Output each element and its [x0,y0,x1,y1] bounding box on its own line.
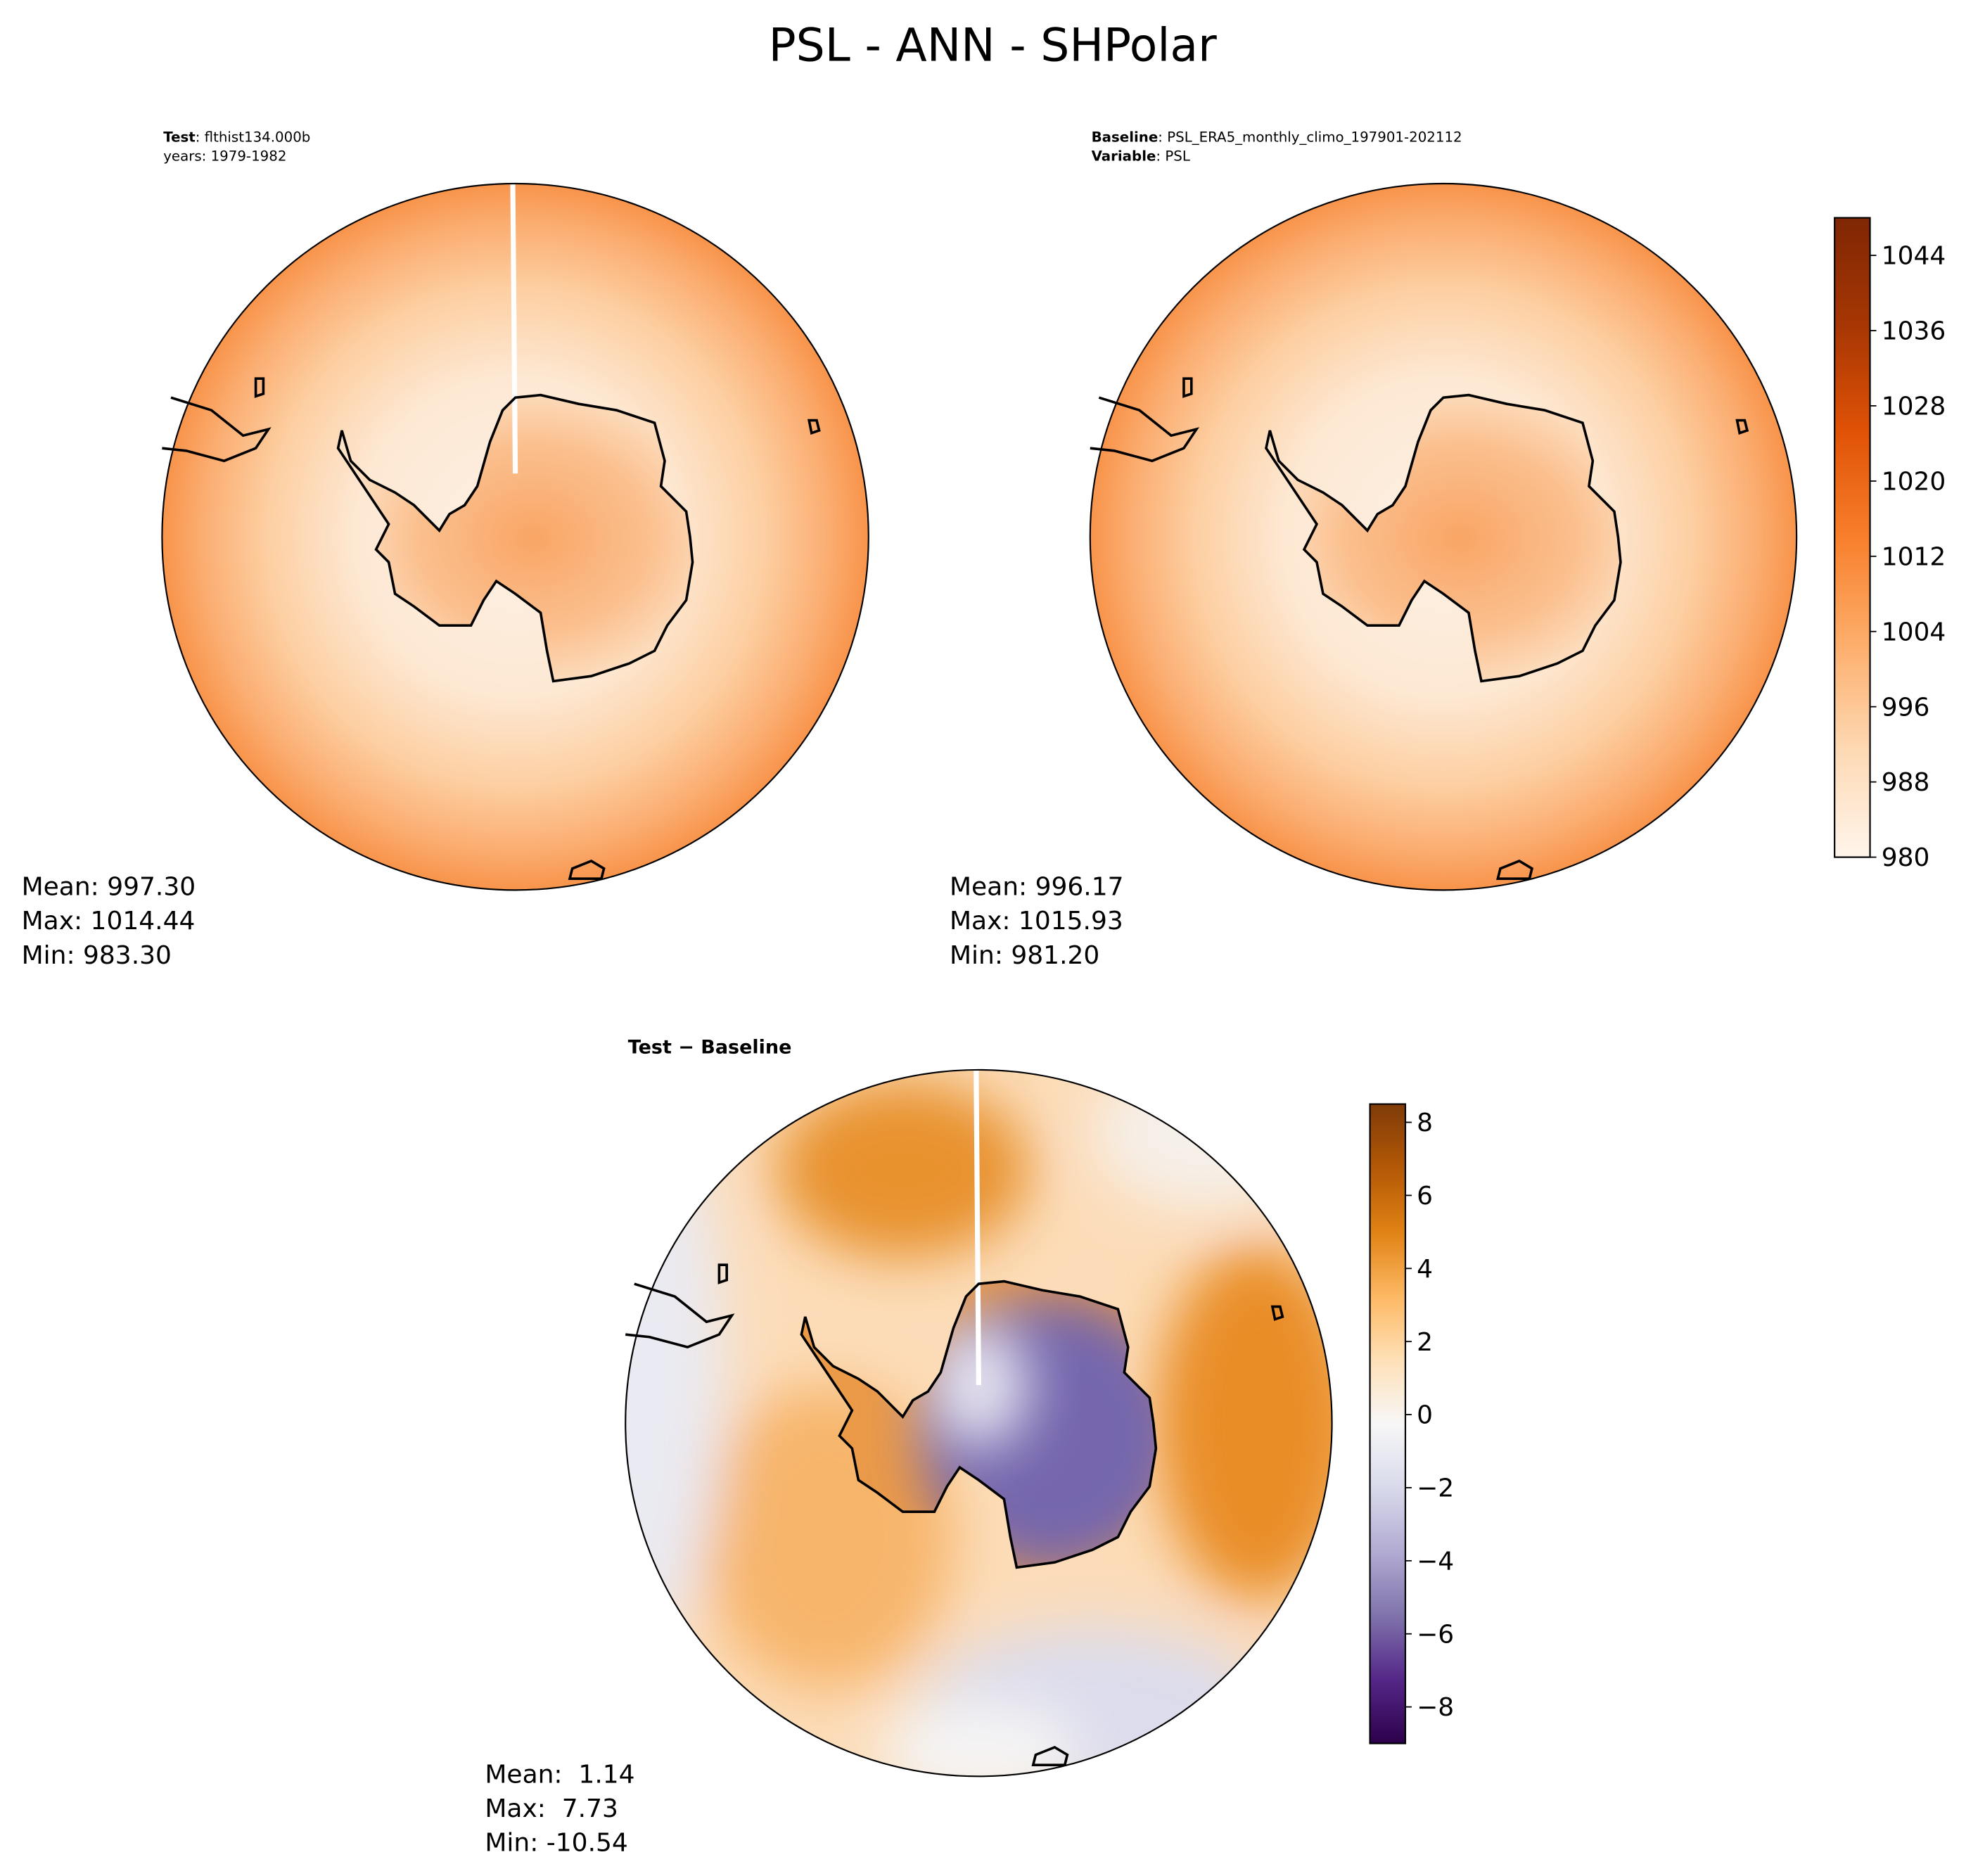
header-key: Test − Baseline [628,1037,792,1059]
colorbar-tick-label: 4 [1417,1255,1433,1284]
colorbar-tick-label: 6 [1417,1182,1433,1211]
colorbar-tick-label: −6 [1417,1620,1454,1649]
colorbar-tick-label: −2 [1417,1474,1454,1503]
stat-line: Max: 1015.93 [950,907,1123,936]
header-text: : flthist134.000b [196,129,311,146]
stat-line: Mean: 1.14 [485,1760,634,1789]
map-panel [160,182,869,891]
header-text: years: 1979-1982 [163,148,286,165]
seam [974,1069,981,1386]
colorbar-tick-label: 1044 [1882,242,1946,271]
colorbar-tick-label: 1020 [1882,467,1946,496]
colorbar-tick-label: −4 [1417,1547,1454,1576]
colorbar-tick-label: 1028 [1882,393,1946,421]
colorbar [1834,217,1871,858]
stat-line: Min: -10.54 [485,1829,627,1858]
seam [510,183,518,474]
colorbar-tick-label: 0 [1417,1401,1433,1430]
figure-title: PSL - ANN - SHPolar [769,19,1218,72]
stat-line: Min: 983.30 [22,941,172,970]
stat-line: Mean: 996.17 [950,873,1124,902]
colorbar-tick-label: 1004 [1882,618,1946,646]
header-text: : PSL_ERA5_monthly_climo_197901-202112 [1158,129,1462,146]
map-panel [624,1068,1333,1778]
panel-header: years: 1979-1982 [163,148,286,165]
colorbar-tick-label: 1012 [1882,542,1946,571]
panel-header: Baseline: PSL_ERA5_monthly_climo_197901-… [1092,129,1462,146]
colorbar-tick-label: 980 [1882,843,1930,872]
panel-header: Variable: PSL [1092,148,1190,165]
stat-line: Max: 1014.44 [22,907,196,936]
panel-header: Test − Baseline [628,1037,792,1059]
header-key: Test [163,129,196,146]
colorbar-tick-label: 988 [1882,768,1930,797]
header-key: Baseline [1092,129,1159,146]
colorbar-tick-label: 1036 [1882,317,1946,346]
map-border [161,182,869,891]
colorbar-tick-label: 2 [1417,1328,1433,1357]
map-panel [1088,182,1798,891]
map-border [1089,182,1798,891]
colorbar-tick-label: −8 [1417,1693,1454,1722]
stat-line: Mean: 997.30 [22,873,196,902]
header-key: Variable [1092,148,1156,165]
header-text: : PSL [1156,148,1189,165]
map-border [625,1068,1333,1778]
colorbar [1369,1103,1407,1744]
colorbar-tick-label: 996 [1882,693,1930,722]
stat-line: Min: 981.20 [950,941,1099,970]
colorbar-tick-label: 8 [1417,1109,1433,1137]
stat-line: Max: 7.73 [485,1794,618,1823]
panel-header: Test: flthist134.000b [163,129,310,146]
